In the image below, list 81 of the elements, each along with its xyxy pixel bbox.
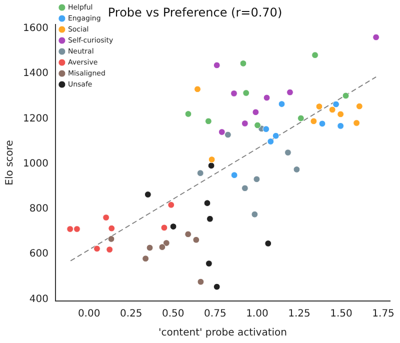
point [160, 224, 168, 232]
y-tick-label: 1600 [22, 23, 48, 34]
point [240, 60, 247, 67]
y-axis-title: Elo score [4, 140, 16, 186]
point [242, 90, 250, 96]
x-tick-label: 1.00 [246, 308, 268, 320]
point [272, 132, 280, 140]
point [332, 100, 340, 108]
x-tick-label: 1.50 [330, 308, 352, 320]
y-tick-label: 800 [29, 204, 48, 215]
point [213, 283, 220, 290]
point [284, 149, 292, 156]
point [297, 114, 304, 122]
point [108, 224, 116, 232]
point [204, 200, 211, 207]
point [312, 52, 318, 59]
point [213, 62, 220, 69]
x-tick-label: 0.50 [162, 308, 184, 320]
x-tick-label: 0.00 [78, 308, 100, 320]
point [353, 120, 360, 126]
x-tick-label: 0.25 [120, 308, 142, 320]
point [208, 156, 216, 163]
x-tick-label: 0.75 [204, 308, 226, 320]
point [206, 215, 214, 222]
chart-title: Probe vs Preference (r=0.70) [108, 5, 282, 20]
point [267, 138, 274, 145]
point [162, 240, 170, 246]
point [263, 94, 270, 102]
y-tick-label: 1200 [22, 113, 48, 124]
point [356, 102, 363, 110]
point [66, 226, 74, 232]
point [253, 176, 260, 183]
point [205, 260, 212, 267]
point [194, 86, 201, 93]
point [262, 126, 270, 133]
point [170, 223, 177, 230]
point [337, 122, 344, 130]
point [146, 244, 154, 252]
point [328, 106, 336, 114]
point [337, 110, 344, 118]
point [241, 184, 248, 192]
y-tick-label: 400 [29, 294, 48, 305]
point [184, 230, 192, 238]
point [218, 128, 226, 136]
point [108, 236, 115, 242]
point [372, 34, 380, 41]
point [278, 100, 286, 108]
y-tick-label: 1400 [22, 68, 48, 80]
point [251, 210, 258, 218]
point [342, 92, 350, 100]
point [264, 240, 272, 247]
point [102, 214, 110, 221]
x-tick-label: 1.75 [372, 308, 394, 320]
point [208, 162, 215, 170]
point [74, 226, 80, 232]
point [286, 88, 294, 96]
y-tick-label: 600 [29, 248, 48, 260]
x-axis-title: 'content' probe activation [158, 328, 287, 339]
point [230, 90, 238, 97]
point [252, 108, 260, 116]
point [254, 122, 261, 129]
point [204, 118, 212, 125]
point [318, 120, 326, 128]
point [144, 191, 152, 198]
y-tick-label: 1000 [22, 158, 48, 170]
point [241, 120, 248, 127]
point [94, 245, 100, 252]
point [316, 103, 323, 110]
point [158, 244, 166, 251]
point [142, 255, 150, 262]
point [192, 236, 200, 244]
point [106, 246, 114, 254]
x-tick-label: 1.25 [288, 308, 310, 320]
point [184, 110, 192, 118]
point [196, 170, 204, 177]
point [224, 131, 232, 138]
point [230, 172, 238, 179]
point [310, 118, 318, 125]
point [168, 201, 175, 208]
point [197, 278, 204, 286]
point [293, 166, 300, 173]
